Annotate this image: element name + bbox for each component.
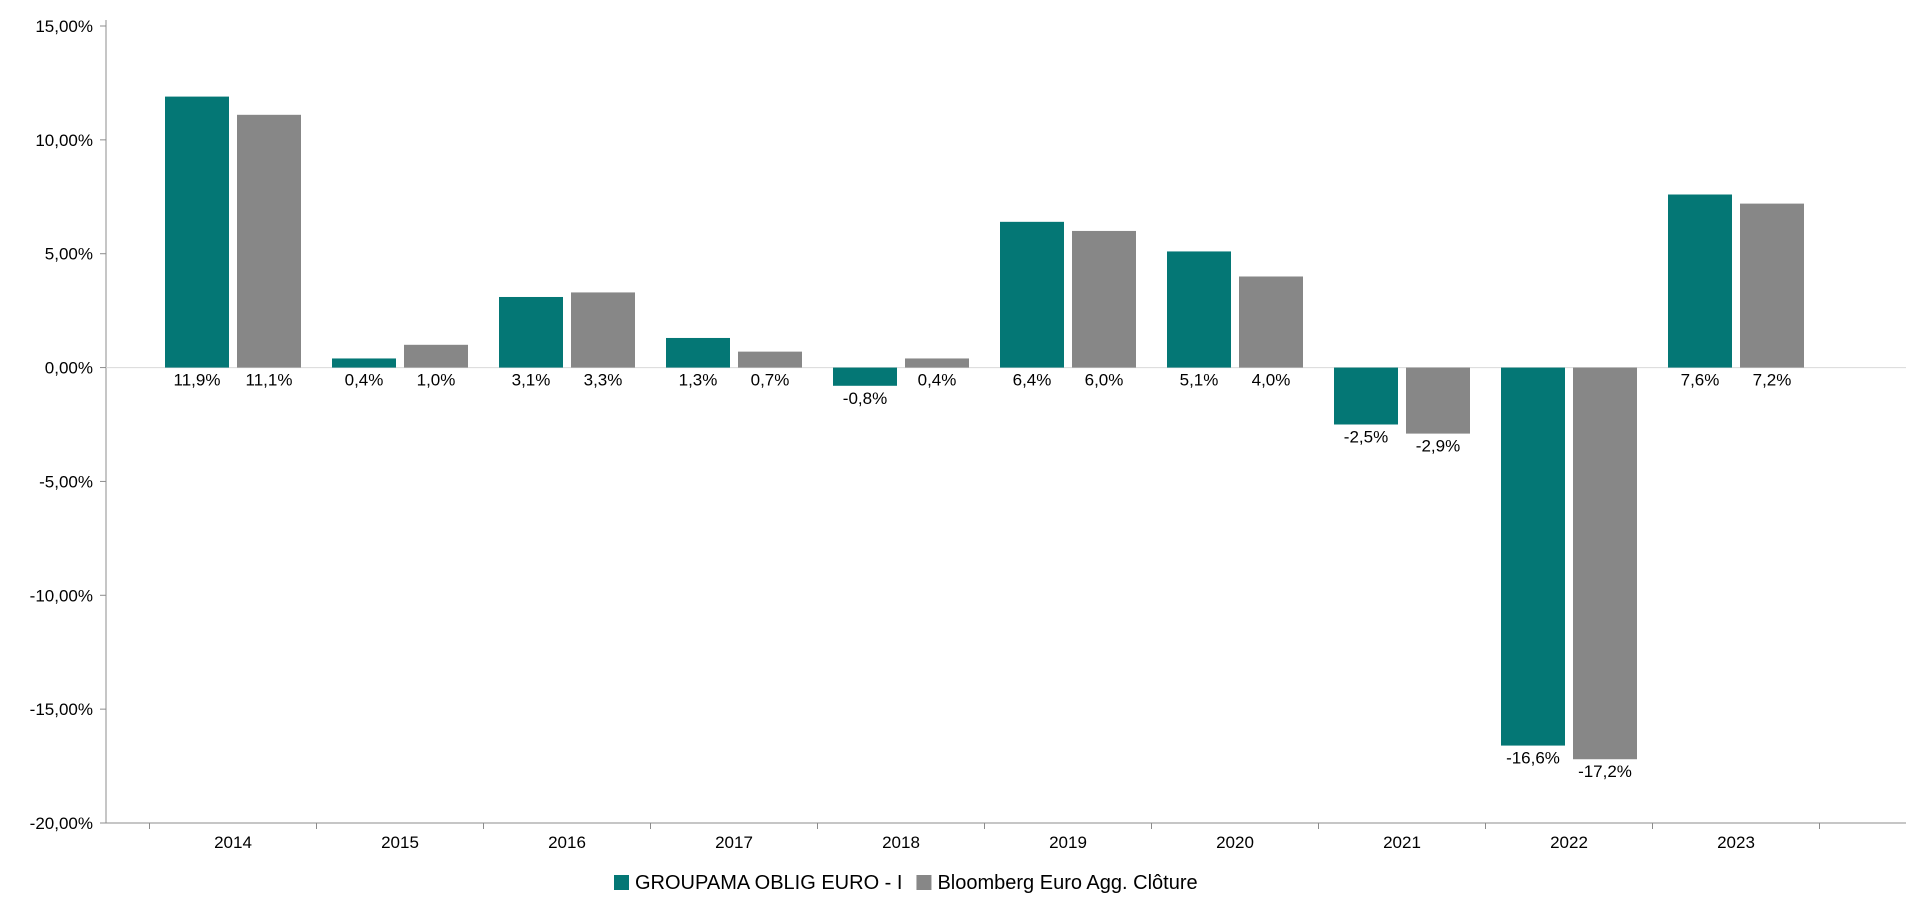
bar-benchmark [1573,367,1637,760]
data-label: 0,4% [345,371,384,390]
bar-fund [1000,221,1064,368]
data-label: 0,4% [918,371,957,390]
bars-group [165,96,1804,760]
y-tick-label: 10,00% [35,131,93,150]
data-label: 3,1% [512,371,551,390]
bar-benchmark [571,292,635,368]
data-label: 1,0% [417,371,456,390]
y-tick-label: -5,00% [39,472,93,491]
bar-fund [165,96,229,368]
data-label: 11,9% [174,371,221,390]
x-tick-label: 2023 [1717,833,1755,852]
y-tick-label: 15,00% [35,17,93,36]
bar-benchmark [237,114,301,368]
legend-swatch [614,875,629,890]
x-tick-label: 2021 [1383,833,1421,852]
data-label: 11,1% [246,371,293,390]
y-tick-label: -20,00% [30,814,93,833]
data-label: 7,6% [1681,371,1720,390]
x-tick-label: 2014 [214,833,252,852]
legend-label: GROUPAMA OBLIG EURO - I [635,872,902,894]
bar-fund [833,367,897,386]
axes-group: 15,00% 10,00% 5,00% 0,00% -5,00% -10,00% -15,0… [30,17,1906,852]
bar-benchmark [1740,203,1804,368]
y-tick-label: -10,00% [30,586,93,605]
bar-fund [666,337,730,368]
data-labels-group: 11,9% 0,4% 3,1% 1,3% -0,8% 6,4% 5,1% -2,5% -16,6… [174,371,1792,782]
bar-fund [332,358,396,368]
data-label: 0,7% [751,371,790,390]
data-label: -16,6% [1506,749,1560,768]
x-tick-label: 2020 [1216,833,1254,852]
legend-swatch [916,875,932,890]
bar-benchmark [404,344,468,368]
bar-fund [1334,367,1398,425]
bar-benchmark [738,351,802,368]
y-tick-label: 0,00% [45,359,93,378]
data-label: 6,0% [1085,371,1124,390]
x-tick-label: 2018 [882,833,920,852]
y-tick-label: -15,00% [30,700,93,719]
x-tick-label: 2017 [715,833,753,852]
bar-fund [1167,251,1231,368]
data-label: -0,8% [843,389,887,408]
x-tick-label: 2019 [1049,833,1087,852]
y-tick-label: 5,00% [45,245,93,264]
data-label: 6,4% [1013,371,1052,390]
legend-label: Bloomberg Euro Agg. Clôture [937,872,1197,894]
data-label: -2,5% [1344,428,1388,447]
bar-fund [1501,367,1565,746]
data-label: -2,9% [1416,437,1460,456]
bar-benchmark [905,358,969,368]
bar-fund [499,296,563,368]
bar-benchmark [1072,230,1136,368]
legend: GROUPAMA OBLIG EURO - I Bloomberg Euro Ag… [614,872,1198,894]
x-tick-label: 2016 [548,833,586,852]
data-label: 3,3% [584,371,623,390]
data-label: 5,1% [1180,371,1219,390]
x-tick-label: 2015 [381,833,419,852]
x-tick-label: 2022 [1550,833,1588,852]
bar-benchmark [1406,367,1470,434]
data-label: -17,2% [1578,762,1632,781]
bar-benchmark [1239,276,1303,368]
data-label: 7,2% [1753,371,1792,390]
bar-fund [1668,194,1732,368]
data-label: 4,0% [1252,371,1291,390]
data-label: 1,3% [679,371,718,390]
